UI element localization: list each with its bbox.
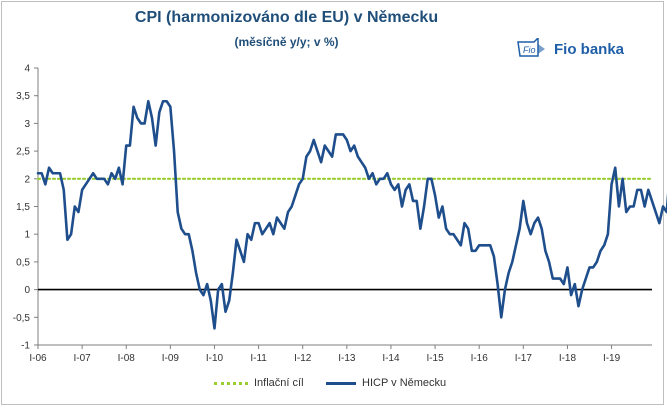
chart-legend: Inflační cíl HICP v Německu <box>0 377 667 393</box>
brand-logo: Fio Fio banka <box>516 36 624 62</box>
chart-title: CPI (harmonizováno dle EU) v Německu <box>134 9 439 26</box>
legend-swatch-hicp <box>326 381 356 385</box>
legend-label-hicp: HICP v Německu <box>362 377 447 389</box>
y-tick-label: 0,5 <box>16 257 30 268</box>
x-tick-label: I-17 <box>515 353 533 364</box>
y-tick-label: 3 <box>24 119 30 130</box>
chart-subtitle: (měsíčně y/y; v %) <box>234 35 339 49</box>
series-line-hicp <box>36 99 667 330</box>
x-tick-label: I-13 <box>338 353 356 364</box>
x-tick-label: I-14 <box>382 353 400 364</box>
x-tick-label: I-10 <box>206 353 224 364</box>
x-tick-label: I-11 <box>250 353 267 364</box>
y-tick-label: 3,5 <box>16 91 30 102</box>
brand-name: Fio banka <box>554 40 625 58</box>
x-tick-label: I-19 <box>603 353 621 364</box>
y-tick-label: 1,5 <box>16 202 30 213</box>
x-tick-label: I-12 <box>294 353 312 364</box>
legend-swatch-target <box>214 381 248 385</box>
y-tick-label: 2,5 <box>16 147 30 158</box>
x-tick-label: I-18 <box>559 353 577 364</box>
y-tick-label: 1 <box>24 230 30 241</box>
x-tick-label: I-15 <box>426 353 444 364</box>
x-tick-label: I-16 <box>471 353 489 364</box>
x-tick-label: I-07 <box>74 353 92 364</box>
fio-logo-icon: Fio <box>516 36 546 60</box>
x-tick-label: I-09 <box>162 353 180 364</box>
y-tick-label: 0 <box>24 285 30 296</box>
x-tick-label: I-08 <box>118 353 136 364</box>
svg-text:Fio: Fio <box>523 45 536 55</box>
legend-item-target: Inflační cíl <box>214 377 304 389</box>
y-tick-label: -0,5 <box>13 313 31 324</box>
y-tick-label: 2 <box>24 174 30 185</box>
x-tick-label: I-06 <box>29 353 47 364</box>
y-tick-label: -1 <box>21 341 30 352</box>
y-tick-label: 4 <box>24 64 30 75</box>
legend-item-hicp: HICP v Německu <box>326 377 446 389</box>
legend-label-target: Inflační cíl <box>254 377 304 389</box>
